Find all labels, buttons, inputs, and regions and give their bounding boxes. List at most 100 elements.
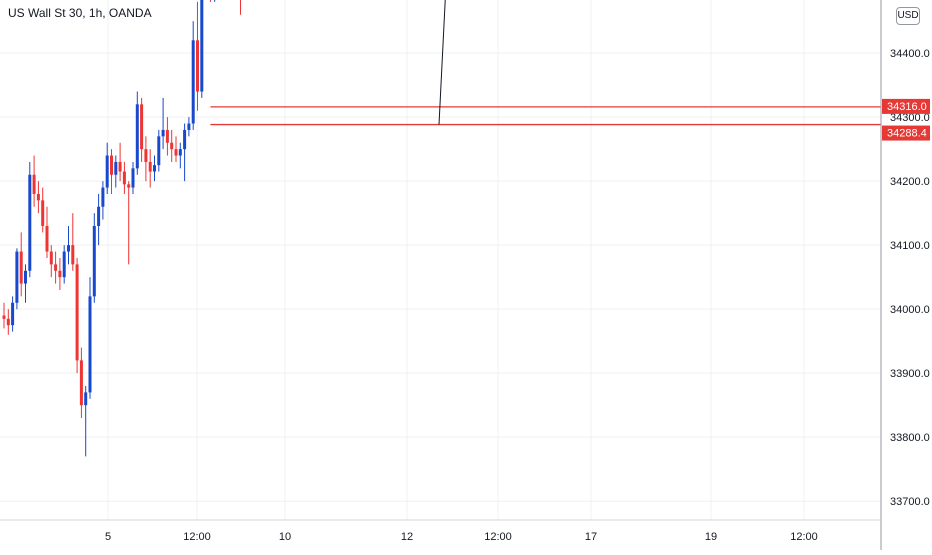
candle-body <box>6 318 10 326</box>
candle-body <box>88 296 92 393</box>
candle-body <box>122 171 126 185</box>
candle-body <box>2 315 6 319</box>
chart-title: US Wall St 30, 1h, OANDA <box>8 6 152 20</box>
candle <box>54 251 58 284</box>
trend-arrow[interactable] <box>438 0 464 125</box>
candle-body <box>170 142 174 150</box>
candle <box>41 187 45 233</box>
candle-body <box>165 129 169 143</box>
candle <box>45 206 49 258</box>
candle <box>187 117 191 137</box>
level-badge <box>882 125 930 141</box>
candle-body <box>187 123 191 130</box>
candle-body <box>41 200 45 226</box>
candles <box>2 0 241 457</box>
time-tick-label: 19 <box>705 531 717 543</box>
candle-body <box>49 251 53 265</box>
price-tick-label: 34300.0 <box>890 112 930 124</box>
candle-body <box>157 136 161 166</box>
candle-body <box>110 155 113 175</box>
candle-body <box>84 392 88 406</box>
time-tick-label: 12:00 <box>183 531 211 543</box>
candle-body <box>71 245 75 265</box>
candle <box>200 0 204 98</box>
candle <box>84 385 88 457</box>
candle <box>28 161 32 278</box>
candle-body <box>79 360 83 406</box>
candle <box>140 97 144 162</box>
candle-body <box>19 251 23 284</box>
price-tick-label: 33800.0 <box>890 432 930 444</box>
candle <box>114 155 118 188</box>
candle <box>174 136 178 162</box>
candle-body <box>58 270 62 278</box>
annotations[interactable] <box>438 0 467 125</box>
level-badge <box>882 98 930 114</box>
candle-body <box>140 104 144 150</box>
candle-body <box>183 129 187 150</box>
candle <box>101 181 105 220</box>
grid-lines <box>0 0 881 520</box>
candle <box>92 213 96 303</box>
candle-body <box>15 251 19 303</box>
candle-body <box>131 168 135 188</box>
time-tick-label: 12:00 <box>790 531 818 543</box>
candle <box>178 142 182 169</box>
candle-body <box>24 270 27 284</box>
candle <box>97 193 101 246</box>
time-axis[interactable]: 5 12:00 10 12 12:00 17 19 12:00 <box>105 531 818 543</box>
candle-body <box>101 187 105 207</box>
currency-button[interactable]: USD <box>896 7 920 25</box>
candle-body <box>45 225 49 252</box>
candle-body <box>200 0 204 92</box>
candle <box>191 21 195 130</box>
candle-body <box>118 161 122 172</box>
candle <box>2 302 6 329</box>
candle <box>58 257 62 290</box>
candle-body <box>105 155 109 188</box>
candle <box>122 161 126 194</box>
candle <box>79 347 83 418</box>
time-tick-label: 5 <box>105 531 111 543</box>
candle-body <box>92 225 96 297</box>
candle-body <box>191 40 195 124</box>
candle <box>135 91 139 175</box>
horizontal-levels[interactable] <box>0 0 881 126</box>
candle <box>148 149 152 188</box>
candle-body <box>75 264 79 361</box>
candle <box>240 0 241 15</box>
candle <box>15 248 19 310</box>
candle <box>183 123 187 182</box>
candle <box>105 142 109 194</box>
candle-body <box>153 165 156 172</box>
candle <box>131 161 135 194</box>
candle-body <box>178 149 182 156</box>
candle <box>127 181 131 265</box>
candle <box>67 225 70 265</box>
candle <box>144 136 148 182</box>
candle <box>165 117 169 156</box>
candle-body <box>67 245 70 252</box>
candle-body <box>36 193 40 201</box>
candle <box>153 155 156 182</box>
time-tick-label: 10 <box>279 531 291 543</box>
candle <box>6 309 10 335</box>
level-badge-label: 34316.0 <box>887 101 927 113</box>
price-axis[interactable]: 33700.0 33800.0 33900.0 34000.0 34100.0 34200… <box>890 0 930 508</box>
candle <box>62 245 66 284</box>
candle-body <box>148 161 152 172</box>
candle <box>88 277 92 399</box>
candle-body <box>174 149 178 156</box>
price-tick-label: 33900.0 <box>890 368 930 380</box>
candle <box>110 149 113 194</box>
time-tick-label: 12 <box>401 531 413 543</box>
candle-body <box>97 206 101 226</box>
candle <box>118 142 122 182</box>
candle <box>71 213 75 271</box>
candle-body <box>28 174 32 271</box>
candle-body <box>161 129 165 137</box>
candle-body <box>11 302 15 326</box>
price-tick-label: 34200.0 <box>890 176 930 188</box>
